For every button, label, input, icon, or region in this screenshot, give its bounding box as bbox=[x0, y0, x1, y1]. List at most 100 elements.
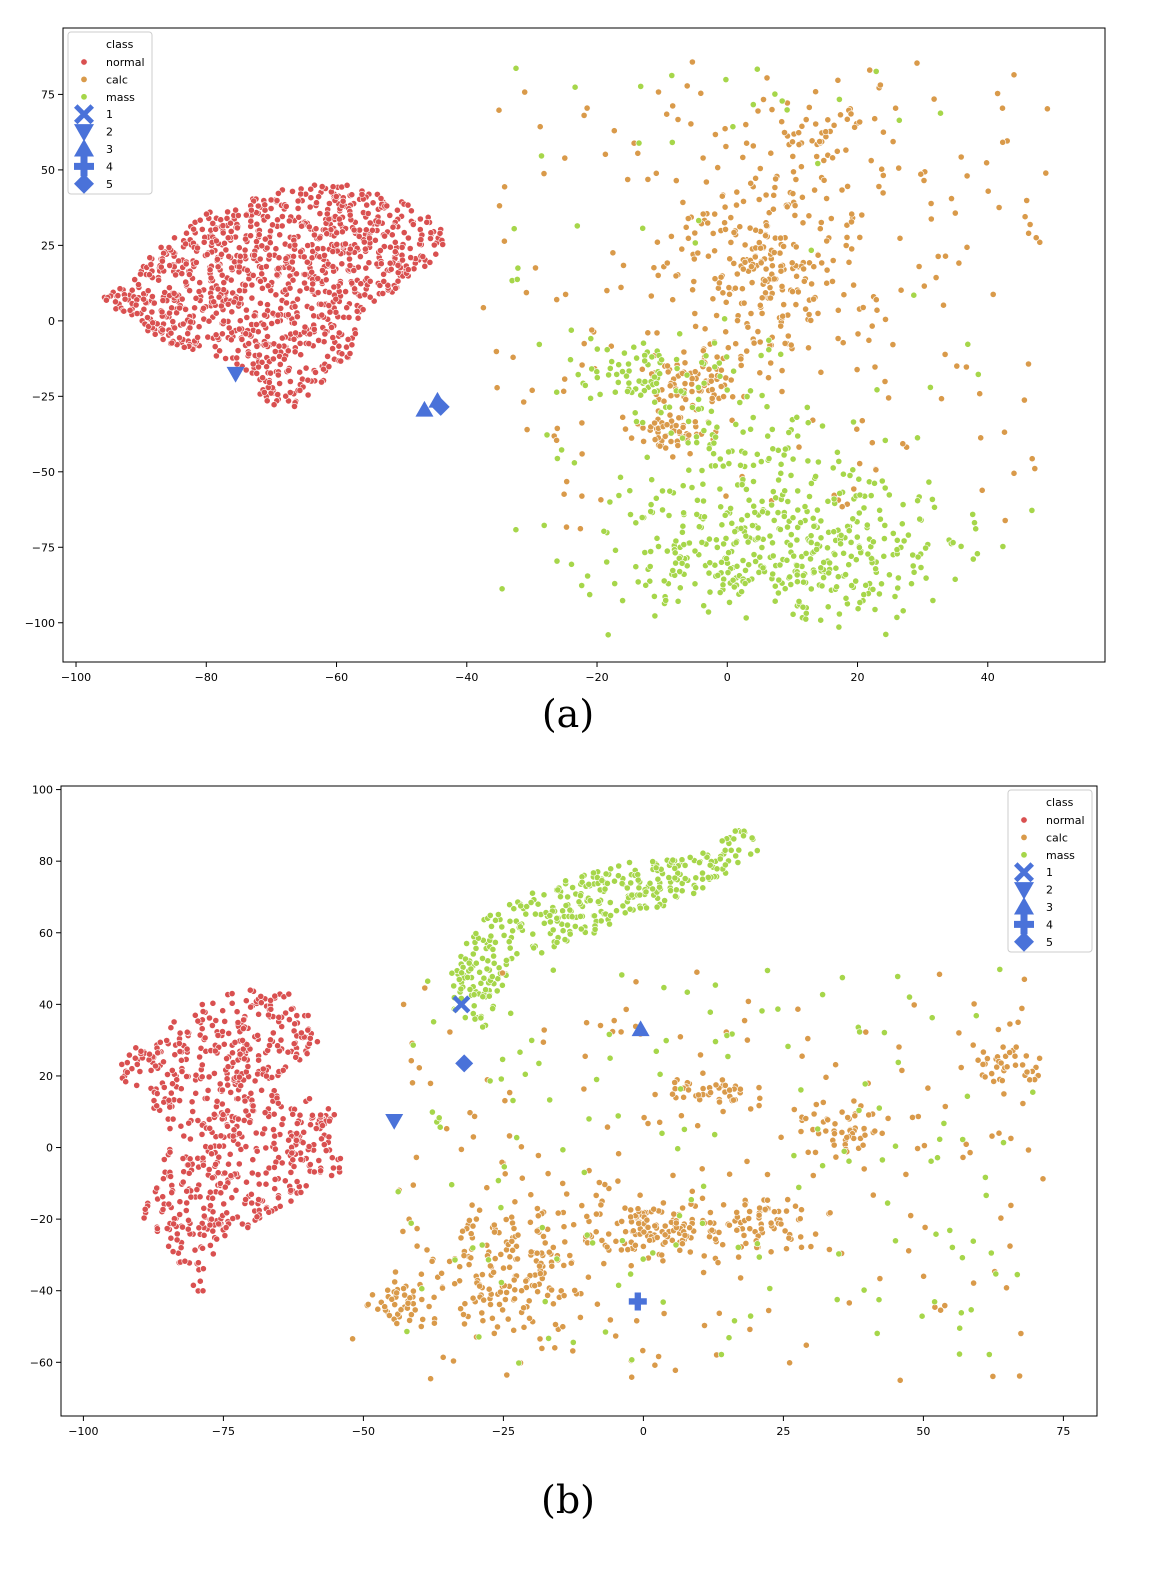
calc-point bbox=[762, 265, 770, 273]
mass-point bbox=[860, 1286, 868, 1294]
normal-point bbox=[170, 1220, 177, 1228]
calc-point bbox=[704, 219, 712, 227]
normal-point bbox=[235, 1073, 243, 1081]
mass-point bbox=[479, 993, 487, 1001]
mass-point bbox=[753, 65, 761, 73]
normal-point bbox=[312, 1125, 320, 1132]
mass-point bbox=[706, 535, 713, 543]
normal-point bbox=[257, 999, 265, 1007]
mass-point bbox=[807, 585, 815, 593]
calc-point bbox=[624, 1246, 632, 1253]
mass-point bbox=[681, 1125, 688, 1133]
calc-point bbox=[499, 1306, 506, 1314]
normal-point bbox=[186, 324, 194, 332]
calc-point bbox=[676, 1246, 684, 1254]
mass-point bbox=[784, 498, 792, 505]
calc-point bbox=[816, 138, 824, 145]
mass-point bbox=[774, 1005, 782, 1013]
calc-point bbox=[668, 1236, 676, 1244]
normal-point bbox=[182, 278, 190, 286]
calc-point bbox=[807, 1243, 815, 1250]
normal-point bbox=[275, 342, 283, 350]
calc-point bbox=[583, 104, 591, 112]
normal-point bbox=[271, 1175, 279, 1183]
normal-point bbox=[224, 208, 231, 216]
calc-point bbox=[834, 335, 842, 342]
calc-point bbox=[805, 311, 813, 318]
normal-point bbox=[212, 331, 220, 339]
normal-point bbox=[177, 1122, 185, 1130]
mass-point bbox=[618, 880, 626, 887]
normal-point bbox=[179, 1178, 187, 1186]
normal-point bbox=[196, 1053, 203, 1061]
calc-point bbox=[679, 1204, 686, 1212]
calc-point bbox=[747, 179, 755, 187]
normal-point bbox=[304, 242, 312, 249]
normal-point bbox=[237, 1082, 245, 1090]
normal-point bbox=[226, 1150, 234, 1158]
mass-point bbox=[723, 555, 730, 562]
calc-point bbox=[633, 1317, 641, 1325]
normal-point bbox=[351, 285, 358, 293]
mass-point bbox=[972, 1012, 980, 1020]
normal-point bbox=[232, 1186, 240, 1194]
calc-point bbox=[808, 280, 815, 288]
mass-point bbox=[695, 217, 703, 224]
calc-point bbox=[806, 259, 813, 267]
legend-swatch-calc bbox=[1020, 833, 1028, 841]
calc-point bbox=[829, 257, 837, 264]
calc-point bbox=[438, 1269, 445, 1277]
normal-point bbox=[229, 1049, 236, 1057]
normal-point bbox=[232, 206, 239, 214]
mass-point bbox=[777, 469, 785, 477]
calc-point bbox=[988, 1132, 996, 1140]
calc-point bbox=[697, 1051, 704, 1059]
normal-point bbox=[325, 363, 333, 370]
calc-point bbox=[581, 1052, 589, 1060]
calc-point bbox=[594, 1300, 601, 1308]
mass-point bbox=[756, 553, 764, 561]
mass-point bbox=[619, 902, 627, 910]
normal-point bbox=[386, 243, 394, 251]
legend-title: class bbox=[1046, 796, 1074, 809]
normal-point bbox=[289, 276, 297, 284]
mass-point bbox=[641, 387, 648, 394]
y-tick-label: 20 bbox=[39, 1070, 53, 1083]
mass-point bbox=[494, 1177, 502, 1184]
mass-point bbox=[730, 367, 737, 375]
normal-point bbox=[144, 314, 151, 321]
mass-point bbox=[703, 853, 711, 861]
mass-point bbox=[463, 940, 470, 947]
normal-point bbox=[258, 270, 266, 278]
mass-point bbox=[910, 291, 918, 299]
normal-point bbox=[161, 289, 169, 296]
mass-point bbox=[673, 356, 680, 363]
mass-point bbox=[996, 965, 1004, 973]
mass-point bbox=[571, 922, 579, 930]
mass-point bbox=[530, 944, 538, 952]
normal-point bbox=[278, 334, 286, 342]
normal-point bbox=[262, 263, 270, 270]
normal-point bbox=[308, 304, 316, 312]
calc-point bbox=[628, 1373, 636, 1381]
mass-point bbox=[860, 504, 868, 512]
normal-point bbox=[243, 314, 251, 321]
mass-point bbox=[742, 614, 750, 622]
calc-point bbox=[427, 1375, 434, 1383]
normal-point bbox=[132, 301, 140, 309]
calc-point bbox=[1010, 71, 1018, 79]
mass-point bbox=[731, 1317, 738, 1325]
mass-point bbox=[662, 597, 670, 604]
calc-point bbox=[932, 274, 940, 281]
normal-point bbox=[218, 1100, 226, 1108]
mass-point bbox=[608, 358, 616, 365]
normal-point bbox=[275, 1013, 283, 1021]
calc-point bbox=[966, 1149, 974, 1156]
mass-point bbox=[562, 902, 570, 909]
normal-point bbox=[320, 365, 327, 373]
calc-point bbox=[644, 1120, 652, 1127]
mass-point bbox=[647, 501, 655, 508]
calc-point bbox=[578, 361, 586, 369]
normal-point bbox=[176, 1097, 183, 1104]
